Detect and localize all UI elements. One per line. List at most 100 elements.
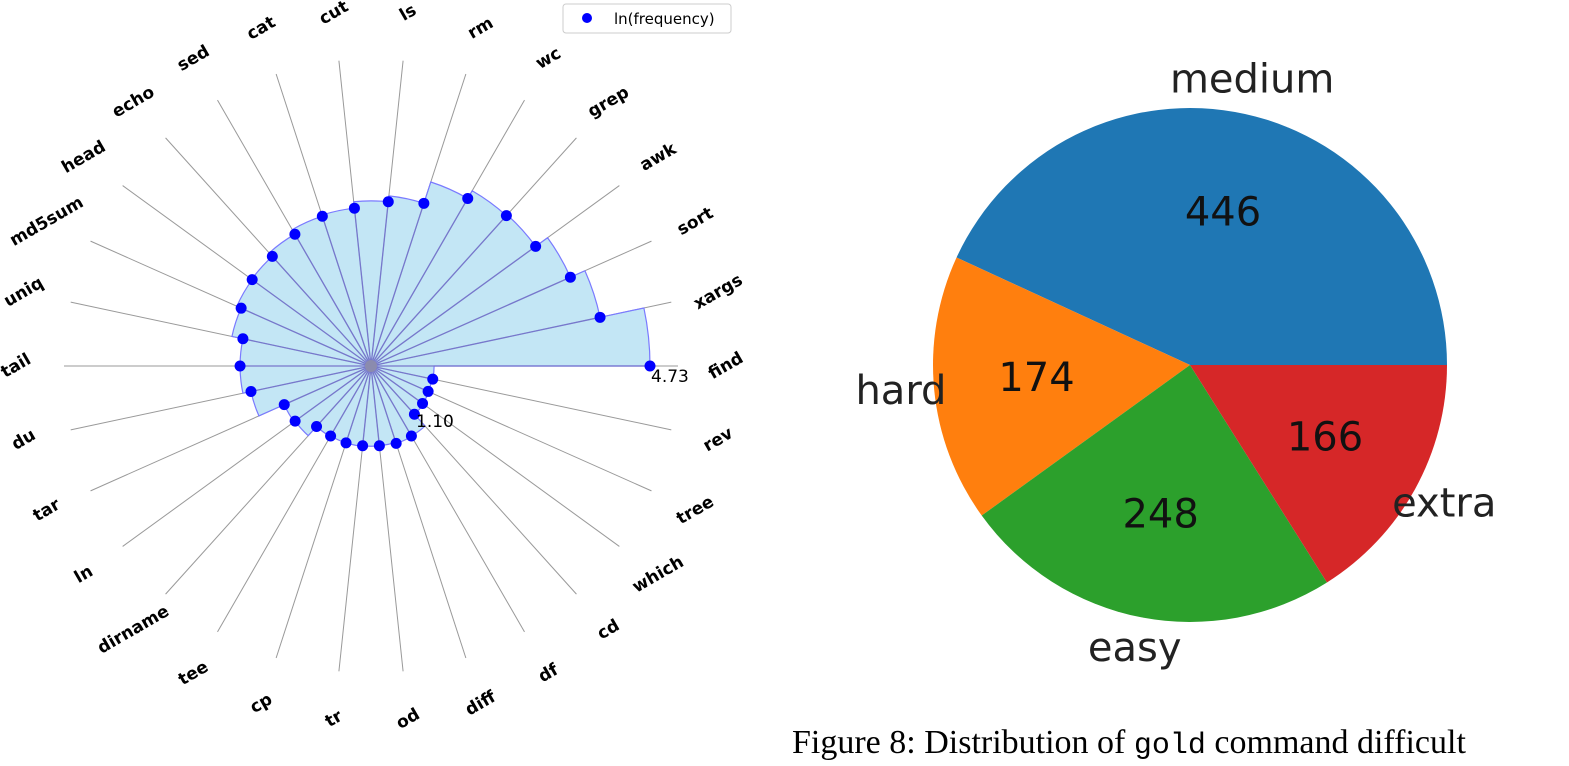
data-point-tar — [278, 399, 290, 411]
radar-ray — [353, 208, 372, 367]
pie-value-medium: 446 — [1185, 189, 1261, 235]
radar-ray — [345, 365, 372, 444]
data-point-grep — [500, 210, 512, 222]
category-label-tee: tee — [175, 657, 212, 690]
data-point-find — [644, 360, 656, 372]
max-annotation: 4.73 — [651, 367, 689, 387]
caption-prefix: Figure 8: Distribution of — [792, 724, 1134, 761]
data-point-cd — [408, 408, 420, 420]
radar-center — [365, 360, 377, 372]
data-point-tr — [357, 440, 369, 452]
pie-label-medium: medium — [1170, 56, 1334, 102]
data-point-cat — [316, 210, 328, 222]
data-point-dirname — [311, 420, 323, 432]
data-point-xargs — [594, 311, 606, 323]
radar-ray — [370, 365, 423, 404]
pie-slice-hard — [932, 257, 1190, 516]
category-label-df: df — [535, 660, 562, 687]
category-label-dirname: dirname — [94, 601, 173, 658]
data-point-head — [246, 274, 258, 286]
data-point-diff — [390, 437, 402, 449]
pie-value-easy: 248 — [1122, 491, 1198, 537]
radar-ray — [370, 198, 469, 367]
data-point-wc — [462, 192, 474, 204]
category-label-sort: sort — [674, 203, 717, 239]
category-label-sed: sed — [174, 41, 213, 75]
category-label-wc: wc — [532, 43, 564, 73]
min-annotation: 1.10 — [416, 412, 454, 432]
radar-ray — [370, 365, 415, 415]
data-point-du — [245, 386, 257, 398]
radar-ray — [361, 365, 372, 446]
category-label-uniq: uniq — [0, 273, 47, 311]
data-point-tee — [325, 430, 337, 442]
pie-value-hard: 174 — [998, 355, 1074, 401]
radar-ray — [370, 365, 397, 444]
radar-ray — [370, 365, 429, 393]
radar-ray — [370, 245, 537, 367]
category-label-du: du — [8, 425, 39, 454]
pie-label-extra: extra — [1392, 480, 1496, 526]
category-label-cut: cut — [316, 0, 352, 29]
category-label-tr: tr — [322, 706, 347, 732]
category-label-head: head — [58, 137, 109, 178]
pie-label-easy: easy — [1088, 625, 1182, 671]
legend-label: ln(frequency) — [614, 10, 715, 28]
pie-slice-extra — [1190, 365, 1447, 583]
radar-area — [231, 181, 651, 448]
category-label-od: od — [393, 704, 424, 733]
figure-caption: Figure 8: Distribution of gold command d… — [792, 724, 1466, 763]
data-point-od — [373, 440, 385, 452]
radar-ray — [370, 365, 381, 446]
category-label-rev: rev — [700, 423, 737, 456]
category-label-xargs: xargs — [690, 270, 746, 314]
radar-ray — [294, 233, 372, 367]
data-point-sed — [289, 228, 301, 240]
radar-ray — [370, 365, 412, 437]
caption-mono: gold — [1133, 729, 1206, 763]
data-point-md5sum — [235, 302, 247, 314]
data-point-sort — [564, 271, 576, 283]
data-point-cp — [340, 437, 352, 449]
radar-ray — [370, 203, 425, 367]
data-point-which — [417, 397, 429, 409]
radar-ray — [330, 365, 372, 437]
data-point-df — [405, 430, 417, 442]
category-label-echo: echo — [109, 82, 158, 122]
radar-ray — [251, 279, 372, 367]
data-point-awk — [530, 240, 542, 252]
radar-ray — [316, 365, 372, 427]
caption-suffix: command difficult — [1205, 724, 1466, 761]
category-label-awk: awk — [637, 139, 681, 176]
radar-ray — [321, 216, 372, 367]
category-label-cat: cat — [243, 12, 279, 44]
category-label-cd: cd — [594, 616, 623, 644]
pie-value-extra: 166 — [1287, 415, 1363, 461]
pie-slice-easy — [981, 365, 1327, 622]
legend-marker — [582, 13, 592, 23]
category-label-tar: tar — [30, 494, 65, 526]
category-label-md5sum: md5sum — [6, 193, 87, 251]
category-label-which: which — [629, 552, 687, 597]
category-label-ln: ln — [71, 562, 97, 588]
category-label-tail: tail — [0, 350, 35, 383]
data-point-tail — [234, 360, 246, 372]
legend: ln(frequency) — [562, 3, 732, 34]
data-point-echo — [266, 250, 278, 262]
radar-ray — [370, 276, 571, 367]
data-point-rev — [427, 373, 439, 385]
category-label-diff: diff — [462, 687, 500, 720]
radar-ray — [370, 215, 507, 367]
category-label-find: find — [705, 348, 747, 384]
radar-ray — [370, 316, 601, 367]
category-label-grep: grep — [584, 82, 632, 121]
radar-ray — [271, 255, 372, 367]
radar-ray — [250, 365, 372, 393]
category-label-ls: ls — [396, 0, 420, 25]
radar-ray — [294, 365, 372, 422]
category-label-cp: cp — [247, 689, 276, 717]
pie-label-hard: hard — [855, 368, 946, 414]
radar-ray — [370, 365, 433, 380]
